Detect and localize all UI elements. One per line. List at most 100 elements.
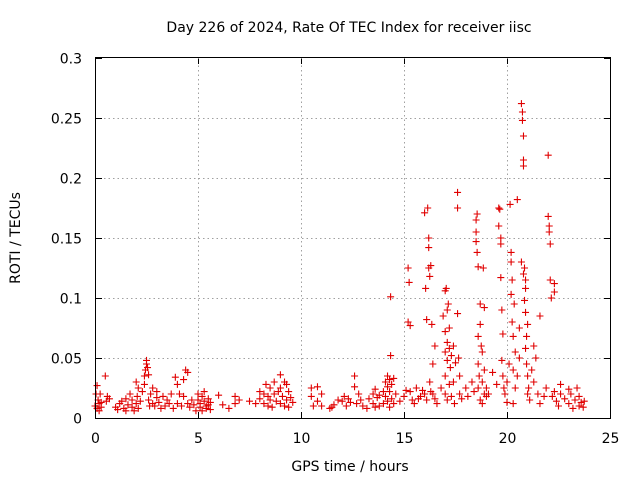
data-point <box>272 397 280 405</box>
data-point <box>550 388 558 396</box>
data-point <box>532 354 540 362</box>
data-point <box>499 372 507 380</box>
data-point <box>387 352 395 360</box>
data-point <box>375 391 383 399</box>
data-point <box>153 394 161 402</box>
data-point <box>283 380 291 388</box>
data-point <box>219 401 227 409</box>
data-point <box>206 398 214 406</box>
data-point <box>443 306 451 314</box>
chart-title: Day 226 of 2024, Rate Of TEC Index for r… <box>166 20 531 36</box>
data-point <box>353 400 361 408</box>
data-point <box>365 395 373 403</box>
data-point <box>429 390 437 398</box>
data-point <box>441 348 449 356</box>
data-point <box>198 392 206 400</box>
data-point <box>521 264 529 272</box>
data-point <box>462 384 470 392</box>
data-point <box>118 397 126 405</box>
data-point <box>173 400 181 408</box>
data-point <box>274 388 282 396</box>
data-point <box>404 318 412 326</box>
data-point <box>468 378 476 386</box>
data-point <box>518 116 526 124</box>
data-point <box>552 397 560 405</box>
data-point <box>555 402 562 410</box>
data-point <box>545 228 553 236</box>
data-point <box>122 395 130 403</box>
data-point <box>513 196 521 204</box>
data-point <box>264 392 272 400</box>
data-point <box>138 388 146 396</box>
data-point <box>231 392 239 400</box>
data-point <box>266 396 274 404</box>
data-point <box>128 403 136 411</box>
data-point <box>454 310 462 318</box>
data-point <box>281 402 289 410</box>
data-point <box>307 392 315 400</box>
data-point <box>379 388 387 396</box>
data-point <box>503 378 511 386</box>
data-point <box>369 400 377 408</box>
data-point <box>318 390 326 398</box>
data-point <box>478 348 486 356</box>
data-point <box>550 288 558 296</box>
data-point <box>105 395 113 403</box>
data-point <box>202 404 210 412</box>
data-point <box>149 384 157 392</box>
data-point <box>528 366 536 374</box>
data-point <box>577 398 585 406</box>
data-point <box>285 403 293 411</box>
data-point <box>500 384 508 392</box>
data-point <box>357 396 365 404</box>
data-point <box>431 342 439 350</box>
data-point <box>344 395 352 403</box>
data-point <box>441 390 449 398</box>
data-point <box>375 402 383 410</box>
data-point <box>542 384 550 392</box>
data-point <box>180 376 188 384</box>
data-point <box>276 384 284 392</box>
data-point <box>505 360 513 368</box>
data-point <box>536 400 544 408</box>
data-point <box>540 392 548 400</box>
y-tick-label: 0.15 <box>51 232 82 248</box>
data-point <box>97 398 105 406</box>
data-point <box>96 390 104 398</box>
y-tick-label: 0.1 <box>60 292 82 308</box>
data-point <box>443 356 451 364</box>
data-point <box>517 258 525 266</box>
data-point <box>544 151 552 159</box>
data-point <box>408 396 416 404</box>
y-tick-label: 0.05 <box>51 352 82 368</box>
data-point <box>95 407 103 415</box>
data-point <box>534 390 542 398</box>
data-point <box>474 332 482 340</box>
data-point <box>561 395 569 403</box>
data-point <box>101 372 109 380</box>
data-point <box>363 404 371 412</box>
data-points <box>91 100 588 415</box>
data-point <box>425 234 433 242</box>
data-point <box>338 397 346 405</box>
data-point <box>454 188 462 196</box>
data-point <box>506 200 514 208</box>
data-point <box>287 394 295 402</box>
data-point <box>406 388 414 396</box>
x-tick-label: 20 <box>499 431 517 447</box>
x-tick-label: 10 <box>293 431 311 447</box>
data-point <box>163 396 171 404</box>
data-point <box>479 264 487 272</box>
data-point <box>519 270 527 278</box>
data-point <box>264 402 272 410</box>
data-point <box>546 276 554 284</box>
data-point <box>473 210 481 218</box>
data-point <box>421 209 429 217</box>
data-point <box>140 380 148 388</box>
data-point <box>474 384 482 392</box>
data-point <box>124 401 132 409</box>
data-point <box>544 212 552 220</box>
data-point <box>386 403 394 411</box>
data-point <box>416 392 424 400</box>
data-point <box>429 360 437 368</box>
